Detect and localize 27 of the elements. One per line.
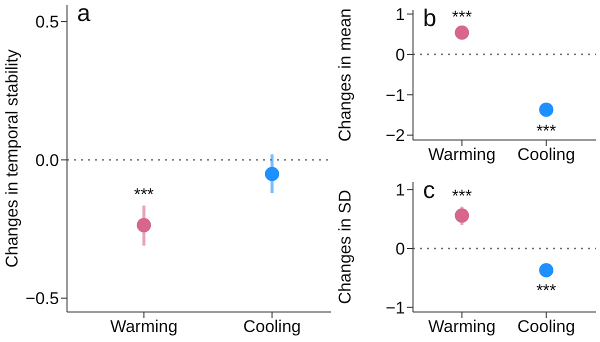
x-tick-label: Cooling (517, 317, 576, 336)
chart-title: c (423, 177, 435, 204)
x-tick-label: Warming (428, 317, 496, 336)
x-tick-label: Warming (110, 317, 178, 336)
y-tick-label: 1 (396, 5, 405, 24)
annotation: *** (452, 8, 472, 27)
y-tick-label: 0 (396, 45, 405, 64)
chart-title: a (77, 0, 90, 27)
chart-title: b (423, 5, 436, 32)
y-tick-label: −2 (386, 126, 405, 146)
y-axis-title: Changes in temporal stability (2, 48, 22, 268)
y-tick-label: 0.0 (35, 150, 59, 170)
y-tick-label: −1 (386, 86, 405, 105)
y-axis-title: Changes in SD (336, 190, 354, 304)
y-tick-label: −1 (386, 298, 405, 318)
annotation: *** (536, 281, 557, 300)
x-tick-label: Warming (428, 145, 496, 164)
annotation: *** (536, 122, 557, 141)
annotation: *** (452, 186, 472, 206)
y-tick-label: −0.5 (25, 289, 59, 308)
y-tick-label: 0.5 (35, 12, 59, 32)
x-tick-label: Cooling (243, 317, 301, 336)
y-tick-label: 0 (396, 240, 405, 259)
y-tick-label: 1 (396, 180, 405, 200)
x-tick-label: Cooling (517, 145, 576, 164)
y-axis-title: Changes in mean (336, 8, 354, 142)
annotation: *** (134, 185, 154, 204)
